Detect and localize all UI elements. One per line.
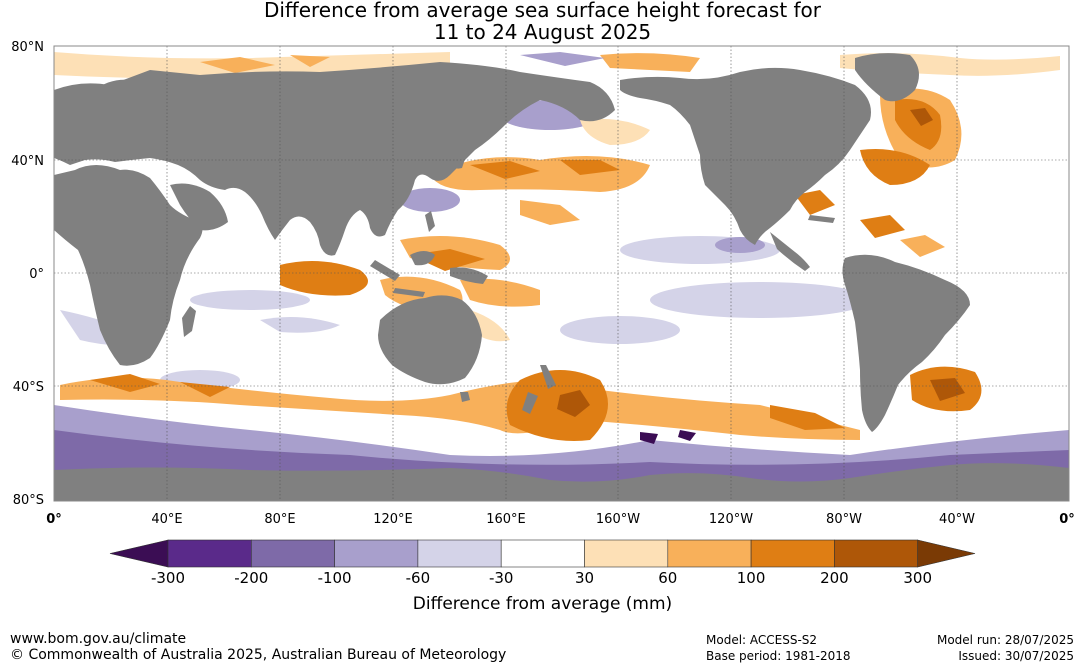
longitude-labels: 0° 40°E 80°E 120°E 160°E 160°W 120°W 80°… [46,512,1075,527]
colorbar-segment [251,539,335,568]
land-tasmania [460,392,470,402]
colorbar-segment [167,539,252,568]
colorbar-tick: -100 [318,569,352,587]
footer-base-period: Base period: 1981-2018 [706,649,851,663]
lat-label: 40°S [13,380,44,395]
anomaly-extreme-negative [640,430,696,444]
land-south-america [842,254,970,432]
map-title-line-1: Difference from average sea surface heig… [263,0,822,22]
colorbar-segment [500,539,585,568]
footer-copyright: © Commonwealth of Australia 2025, Austra… [10,647,507,663]
colorbar-tick: -200 [234,569,268,587]
land-cuba [808,215,835,223]
lon-label: 80°E [264,512,295,527]
lon-label: 160°W [596,512,640,527]
lon-label: 80°W [826,512,862,527]
land-british-isles [60,90,72,106]
colorbar-segment [834,539,919,568]
land-greenland [855,53,919,102]
colorbar-arrow-min [109,539,169,568]
colorbar-tick: 300 [903,569,932,587]
anomaly-field [54,52,1069,501]
land-new-zealand [522,365,556,414]
land-antarctica [54,463,1069,501]
land-australia [378,295,482,385]
land-sumatra [370,260,400,281]
colorbar-tick: -300 [151,569,185,587]
land-scandinavia [95,79,130,100]
lat-label: 80°N [11,40,44,55]
colorbar-tick: 30 [575,569,594,587]
colorbar-segment [584,539,669,568]
colorbar-tick-labels: -300 -200 -100 -60 -30 30 60 100 200 300 [151,569,932,587]
colorbar-tick: -60 [406,569,431,587]
lat-label: 80°S [13,493,44,508]
latitude-labels: 80°N 40°N 0° 40°S 80°S [11,40,44,508]
map-title-line-2: 11 to 24 August 2025 [433,20,652,44]
colorbar-segment [334,539,419,568]
footer-model-run: Model run: 28/07/2025 [936,633,1074,647]
map-frame [53,45,1070,502]
colorbar [109,539,976,568]
land-madagascar [182,306,196,337]
colorbar-label: Difference from average (mm) [412,594,673,614]
land-borneo [410,251,435,266]
lat-label: 40°N [11,154,44,169]
footer-website: www.bom.gov.au/climate [10,631,187,647]
lon-label: 0° [46,512,62,527]
land-japan [450,146,468,169]
land-arabia [170,183,228,231]
land-eurasia [54,62,615,256]
land-africa [54,165,203,366]
anomaly-positive-band [60,377,860,440]
land-new-guinea [450,267,488,284]
land-central-america [770,232,810,271]
colorbar-tick: 60 [658,569,677,587]
lon-label: 160°E [486,512,526,527]
land-philippines [425,211,435,232]
lon-label: 0° [1059,512,1075,527]
lon-label: 120°E [373,512,413,527]
colorbar-arrow-max [917,539,976,568]
land-masses [54,53,1069,501]
lon-label: 120°W [709,512,753,527]
lon-label: 40°W [939,512,975,527]
footer-model: Model: ACCESS-S2 [706,633,818,647]
map-gridlines [54,46,1069,501]
colorbar-segment [750,539,835,568]
land-north-america [620,67,871,246]
lon-label: 40°E [151,512,182,527]
colorbar-segment [417,539,502,568]
land-java [393,288,425,297]
colorbar-tick: 200 [820,569,849,587]
lat-label: 0° [29,267,44,282]
colorbar-segment [667,539,752,568]
colorbar-tick: -30 [489,569,514,587]
colorbar-tick: 100 [737,569,766,587]
footer-issued: Issued: 30/07/2025 [958,649,1074,663]
